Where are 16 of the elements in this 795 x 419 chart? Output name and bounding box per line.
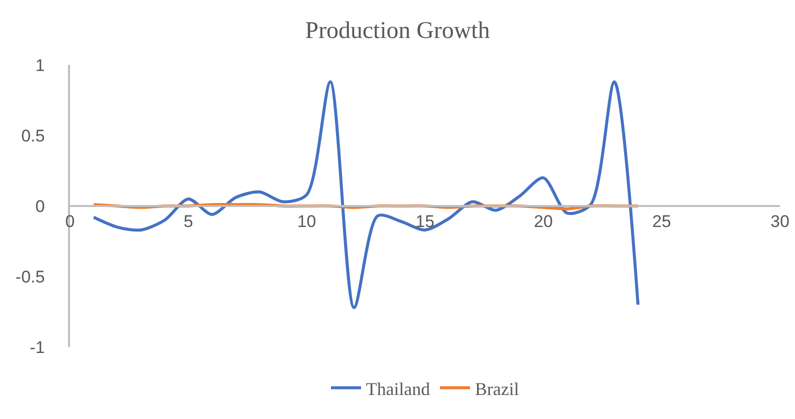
x-tick-label: 10 (297, 212, 316, 232)
x-tick-label: 5 (184, 212, 194, 232)
x-tick-label: 30 (770, 212, 790, 232)
y-tick-label: 1 (35, 56, 45, 75)
y-tick-label: -1 (30, 338, 45, 357)
chart-title: Production Growth (305, 18, 490, 44)
x-tick-label: 0 (65, 212, 75, 232)
x-tick-label: 15 (416, 212, 434, 232)
legend-label: Brazil (474, 378, 519, 399)
line-series (92, 80, 640, 310)
legend-label: Thailand (366, 378, 430, 399)
y-tick-label: 0.5 (21, 126, 45, 146)
y-tick-label: 0 (35, 196, 45, 216)
x-tick-label: 25 (652, 212, 672, 232)
y-tick-label: -0.5 (16, 267, 45, 286)
x-tick-label: 20 (534, 212, 553, 232)
